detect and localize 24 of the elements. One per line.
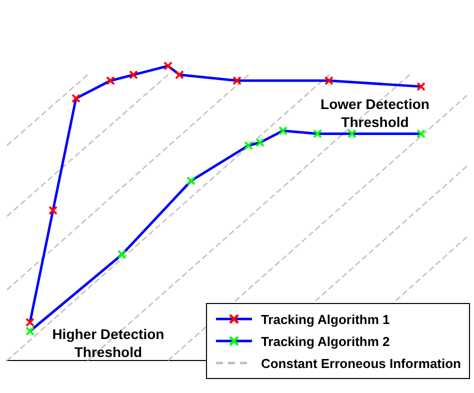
legend-label: Tracking Algorithm 2 xyxy=(260,334,390,348)
point xyxy=(312,129,322,138)
point xyxy=(255,138,265,148)
point xyxy=(163,61,173,70)
legend-label: Constant Erroneous Information xyxy=(260,356,461,370)
point xyxy=(117,250,127,260)
point xyxy=(232,76,242,86)
legend-label: Tracking Algorithm 1 xyxy=(260,312,390,326)
annotation: Higher Detection Threshold xyxy=(52,326,164,360)
point xyxy=(48,206,58,215)
point xyxy=(416,129,426,138)
point xyxy=(186,176,196,186)
point xyxy=(174,70,184,80)
point xyxy=(25,318,35,327)
point xyxy=(347,129,357,138)
point xyxy=(278,126,288,136)
point xyxy=(71,94,81,103)
point xyxy=(25,326,35,336)
point xyxy=(416,82,426,92)
point xyxy=(128,70,138,80)
annotation: Lower Detection Threshold xyxy=(320,96,430,130)
point xyxy=(106,76,116,86)
point xyxy=(244,140,254,150)
point xyxy=(324,76,334,86)
